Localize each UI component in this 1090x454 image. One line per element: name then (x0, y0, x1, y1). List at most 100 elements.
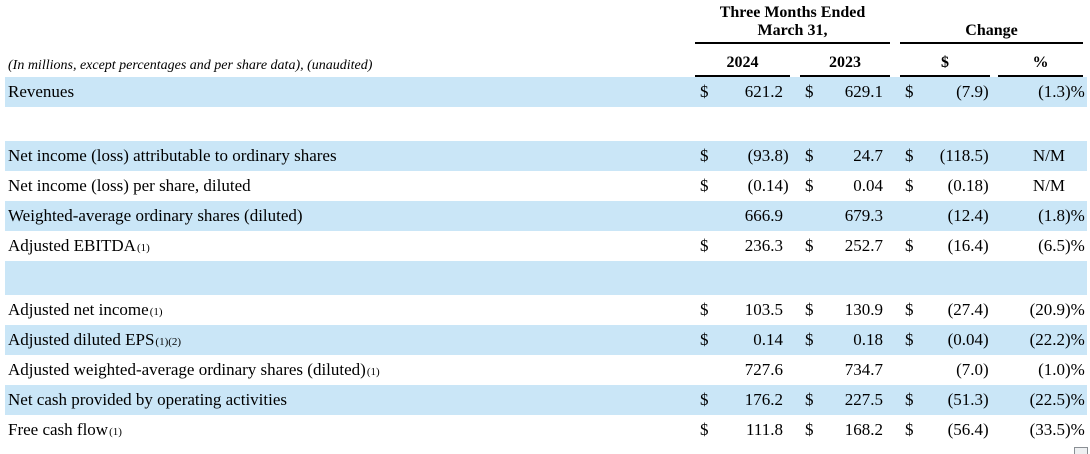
cell-value: 629.1 (844, 82, 883, 101)
cell-value: (93.8 (747, 146, 783, 165)
dollar-sign: $ (905, 176, 914, 195)
row-label-text: Adjusted net income (8, 300, 149, 319)
dollar-sign: $ (905, 82, 914, 101)
cell-trail: ) (783, 176, 789, 195)
cell-value: 176.2 (744, 390, 783, 409)
table-row: Adjusted net income (1) $103.5 $130.9 $ (27.4… (5, 295, 1087, 325)
column-header-2023: 2023 (800, 44, 890, 77)
dollar-sign: $ (905, 390, 914, 409)
cell-2024: 666.9 (695, 206, 790, 226)
change-header: Change (900, 0, 1083, 44)
row-label-text: Net income (loss) attributable to ordina… (8, 146, 337, 165)
cell-trail: )% (1065, 330, 1085, 349)
period-header-line1: Three Months Ended (719, 4, 866, 21)
dollar-sign: $ (700, 300, 709, 319)
table-row: Net income (loss) attributable to ordina… (5, 141, 1087, 171)
cell-2024: $621.2 (695, 82, 790, 102)
table-measurement-note: (In millions, except percentages and per… (8, 58, 373, 73)
row-label: Weighted-average ordinary shares (dilute… (5, 206, 695, 226)
dollar-sign: $ (905, 300, 914, 319)
cell-change-dollar: $ (0.04) (900, 330, 990, 350)
row-label: Adjusted weighted-average ordinary share… (8, 360, 380, 379)
cell-change-percent: N/M (998, 146, 1083, 166)
cell-trail: )% (1065, 82, 1085, 101)
cell-trail: ) (983, 360, 989, 379)
cell-value: (56.4 (947, 420, 983, 439)
row-label-text: Free cash flow (8, 420, 109, 439)
column-gutter (790, 44, 800, 77)
cell-trail: ) (983, 390, 989, 409)
cell-trail: )% (1065, 300, 1085, 319)
cell-value: (6.5 (1038, 236, 1065, 255)
cell-2023: $629.1 (800, 82, 890, 102)
row-label-text: Adjusted weighted-average ordinary share… (8, 360, 366, 379)
cell-2024: 727.6 (695, 360, 790, 380)
cell-value: (1.3 (1038, 82, 1065, 101)
cell-change-percent: (22.2)% (998, 330, 1085, 350)
change-header-label: Change (965, 22, 1018, 39)
row-label-text: Adjusted diluted EPS (8, 330, 155, 349)
cell-value: 24.7 (853, 146, 883, 165)
header-column-row: (In millions, except percentages and per… (5, 44, 1087, 77)
cell-change-dollar: $ (51.3) (900, 390, 990, 410)
cell-change-dollar: $ (16.4) (900, 236, 990, 256)
cell-value: N/M (1032, 146, 1065, 165)
dollar-sign: $ (805, 390, 814, 409)
cell-value: 227.5 (844, 390, 883, 409)
row-label-text: Net cash provided by operating activitie… (8, 390, 287, 409)
header-group-row: Three Months Ended March 31, Change (5, 0, 1087, 44)
cell-2023: $130.9 (800, 300, 890, 320)
header-label-spacer (5, 0, 695, 44)
cell-value: N/M (1032, 176, 1065, 195)
period-header: Three Months Ended March 31, (695, 0, 890, 44)
cell-2024: $176.2 (695, 390, 790, 410)
cell-change-percent: (33.5)% (998, 420, 1085, 440)
dollar-sign: $ (805, 300, 814, 319)
column-header-2024: 2024 (695, 44, 790, 77)
dollar-sign: $ (700, 82, 709, 101)
column-gutter (890, 44, 900, 77)
cell-trail: )% (1065, 236, 1085, 255)
cell-value: 734.7 (844, 360, 883, 379)
cell-2024: $111.8 (695, 420, 790, 440)
cell-2023: 734.7 (800, 360, 890, 380)
column-header-change-percent: % (998, 44, 1083, 77)
table-row: Adjusted EBITDA (1) $236.3 $252.7 $ (16.4) (6.… (5, 231, 1087, 261)
cell-value: (0.14 (747, 176, 783, 195)
cell-2023: $252.7 (800, 236, 890, 256)
cell-value: (27.4 (947, 300, 983, 319)
table-row: Net cash provided by operating activitie… (5, 385, 1087, 415)
cell-trail: )% (1065, 206, 1085, 225)
cell-value: (22.5 (1029, 390, 1065, 409)
cell-change-percent: (6.5)% (998, 236, 1085, 256)
column-gutter (990, 44, 998, 77)
cell-value: (12.4 (947, 206, 983, 225)
cell-change-dollar: (12.4) (900, 206, 990, 226)
cell-2023: $227.5 (800, 390, 890, 410)
dollar-sign: $ (700, 236, 709, 255)
period-header-line2: March 31, (757, 22, 828, 39)
dollar-sign: $ (700, 330, 709, 349)
row-label: Free cash flow (1) (8, 420, 122, 439)
cell-value: (0.18 (947, 176, 983, 195)
table-row-blank (5, 261, 1087, 295)
cell-value: 0.14 (753, 330, 783, 349)
table-row: Net income (loss) per share, diluted $ (0.… (5, 171, 1087, 201)
row-label: Net income (loss) attributable to ordina… (5, 146, 695, 166)
dollar-sign: $ (805, 176, 814, 195)
dollar-sign: $ (700, 176, 709, 195)
table-row-blank (5, 107, 1087, 141)
cell-value: 103.5 (744, 300, 783, 319)
cell-trail: ) (983, 420, 989, 439)
cell-value: 621.2 (744, 82, 783, 101)
cell-trail: ) (983, 146, 989, 165)
cell-2023: $168.2 (800, 420, 890, 440)
table-row: Adjusted diluted EPS (1)(2) $0.14 $0.18 $ (0.… (5, 325, 1087, 355)
cell-value: 727.6 (744, 360, 783, 379)
row-label: Adjusted net income (1) (8, 300, 163, 319)
cell-trail: ) (983, 236, 989, 255)
cell-value: 236.3 (744, 236, 783, 255)
cell-2023: 679.3 (800, 206, 890, 226)
row-label-text: Adjusted EBITDA (8, 236, 136, 255)
